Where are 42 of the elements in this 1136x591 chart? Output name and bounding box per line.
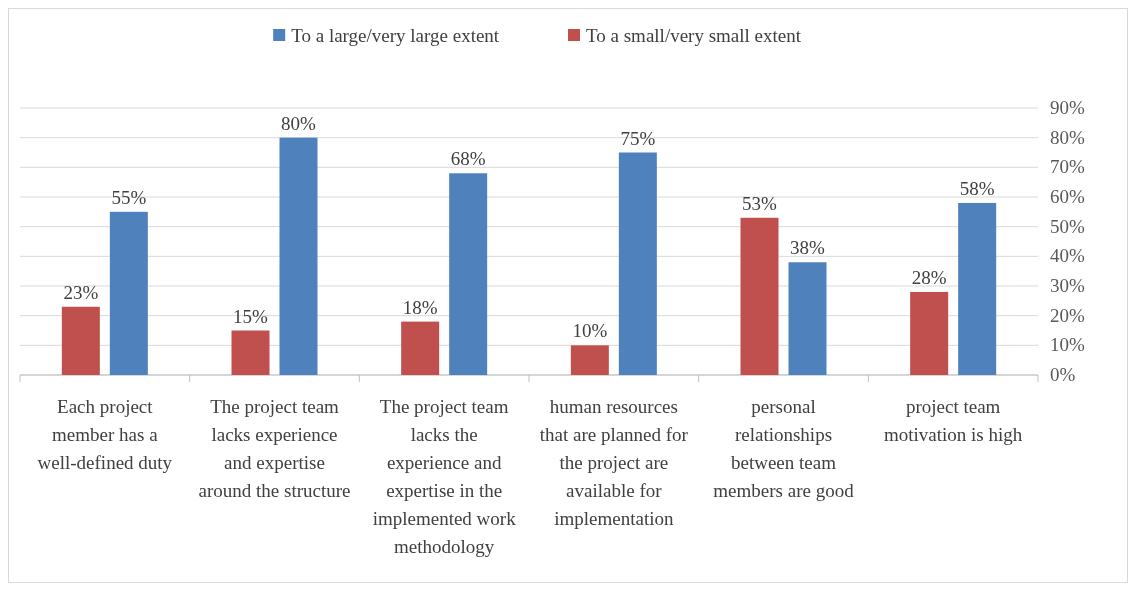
- bar: [788, 262, 827, 375]
- y-tick-label: 10%: [1050, 334, 1085, 356]
- y-tick-label: 90%: [1050, 97, 1085, 118]
- bar: [109, 211, 148, 375]
- data-label: 15%: [233, 305, 269, 327]
- x-tick-label: The project team lacks the experience and expertise in the implemented work methodology: [372, 396, 517, 557]
- x-tick-label: personal relationships between team members are good: [713, 396, 855, 501]
- bar: [910, 291, 949, 375]
- data-label: 58%: [959, 177, 995, 199]
- bar: [570, 345, 609, 375]
- data-label: 80%: [281, 112, 317, 134]
- bar: [401, 321, 440, 375]
- y-tick-label: 0%: [1050, 364, 1076, 385]
- data-label: 68%: [450, 148, 486, 170]
- x-tick-label: human resources that are planned for the project are available for implementation: [539, 396, 689, 529]
- bar: [958, 202, 997, 375]
- legend-label: To a large/very large extent: [291, 25, 500, 46]
- data-label: 53%: [742, 192, 778, 214]
- data-label: 75%: [620, 127, 656, 149]
- data-label: 55%: [111, 186, 147, 208]
- bar: [449, 173, 488, 375]
- y-tick-label: 40%: [1050, 245, 1085, 267]
- bar: [618, 152, 657, 375]
- bar: [231, 330, 270, 375]
- data-label: 38%: [790, 237, 826, 259]
- y-tick-label: 50%: [1050, 215, 1085, 237]
- data-label: 10%: [572, 320, 608, 342]
- bar: [740, 217, 779, 375]
- y-tick-label: 60%: [1050, 186, 1085, 207]
- y-tick-label: 30%: [1050, 275, 1085, 296]
- y-tick-label: 80%: [1050, 126, 1085, 148]
- x-tick-label: Each project member has a well-defined duty: [37, 396, 173, 473]
- y-tick-label: 20%: [1050, 304, 1085, 326]
- x-tick-label: The project team lacks experience and expertise around the structure: [198, 396, 351, 501]
- x-tick-label: project team motivation is high: [884, 396, 1023, 445]
- bar: [61, 306, 100, 375]
- bar: [279, 137, 318, 375]
- data-label: 18%: [402, 296, 438, 318]
- data-label: 23%: [63, 281, 99, 303]
- legend-label: To a small/very small extent: [586, 25, 802, 46]
- data-label: 28%: [911, 266, 947, 288]
- y-tick-label: 70%: [1050, 156, 1085, 178]
